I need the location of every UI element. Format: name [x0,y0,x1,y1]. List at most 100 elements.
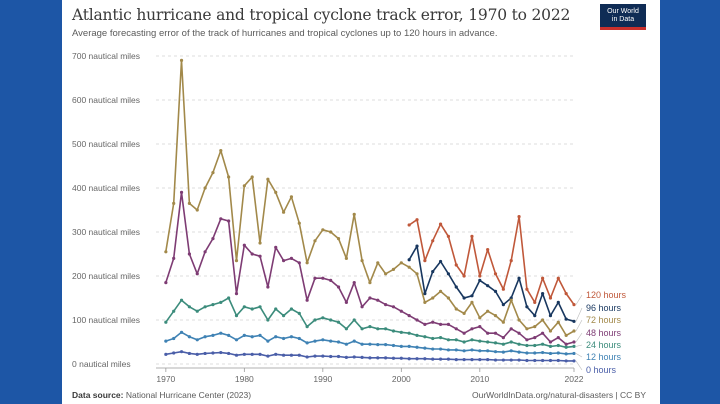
data-point [501,303,505,307]
x-tick-label: 1990 [313,374,332,384]
data-point [478,316,482,320]
data-point [203,351,207,356]
data-point [478,339,482,343]
data-point [533,358,537,363]
data-point [509,340,513,344]
data-point [509,296,513,300]
data-point [289,353,294,357]
data-point [360,342,364,346]
data-point [478,358,482,362]
data-point [525,358,529,363]
series-line [165,191,575,346]
data-point [525,351,529,355]
owid-logo[interactable]: Our World in Data [600,4,646,30]
data-point [462,274,466,278]
data-point [187,252,191,256]
legend-label: 72 hours [586,315,622,325]
data-point [423,322,427,326]
data-point [415,345,419,349]
data-point [486,340,490,344]
data-point [470,358,474,362]
data-point [501,336,505,340]
data-point [368,325,372,329]
data-point [470,300,474,304]
data-point [431,347,435,351]
data-point [266,177,270,181]
data-point [525,343,529,348]
logo-line-2: in Data [611,16,635,23]
data-point [399,330,403,334]
data-point [486,309,490,313]
data-point [438,222,443,226]
data-point [258,241,262,245]
data-point [391,305,396,309]
data-point [556,351,560,355]
data-point [289,307,294,311]
data-point [564,317,568,321]
data-point [423,335,427,339]
data-point [336,340,341,344]
legend-connector [575,344,583,347]
data-point [250,252,254,256]
data-point [572,303,576,307]
legend-label: 96 hours [586,303,622,313]
data-point [446,322,451,326]
data-point [344,355,348,359]
data-point [203,250,207,254]
data-point [329,230,333,234]
data-point [454,263,458,267]
data-point [399,261,403,265]
data-point [517,331,521,335]
x-tick-label: 2000 [392,374,411,384]
data-point [486,248,490,252]
legend-connector [575,353,583,358]
data-point [376,356,380,360]
data-point [179,350,184,354]
data-point [219,149,223,153]
data-point [234,353,239,357]
data-point [572,344,576,348]
data-point [391,329,396,333]
data-point [360,355,364,359]
data-point [234,338,239,342]
data-point [242,305,246,309]
data-point [407,357,411,361]
data-point [258,305,262,309]
data-point [352,339,356,343]
data-point [329,278,333,282]
data-point [423,292,427,296]
data-point [384,327,388,331]
data-point [219,300,223,304]
data-point [407,344,411,348]
data-point [548,329,553,333]
data-point [399,356,403,360]
legend-label: 120 hours [586,290,627,300]
data-point [564,333,568,337]
data-point [368,356,372,360]
data-point [486,331,490,335]
source-text[interactable]: National Hurricane Center (2023) [125,390,252,400]
data-point [423,346,427,350]
data-point [548,314,553,318]
x-tick-label: 2022 [565,374,584,384]
data-point [431,270,435,274]
chart-title: Atlantic hurricane and tropical cyclone … [72,6,571,24]
footer-link[interactable]: OurWorldInData.org/natural-disasters | C… [471,390,646,400]
data-point [376,298,380,302]
data-point [564,292,568,296]
y-tick-label: 0 nautical miles [72,359,131,369]
data-point [281,210,286,214]
data-point [258,352,262,356]
left-background-panel [0,0,62,404]
data-point [289,195,294,199]
data-point [164,352,168,356]
data-point [336,354,341,359]
y-tick-label: 300 nautical miles [72,227,140,237]
data-point [541,276,545,280]
data-point [517,358,521,362]
data-point [470,294,474,298]
data-point [368,296,372,300]
data-point [415,272,419,276]
data-point [281,259,286,263]
data-point [227,296,231,300]
